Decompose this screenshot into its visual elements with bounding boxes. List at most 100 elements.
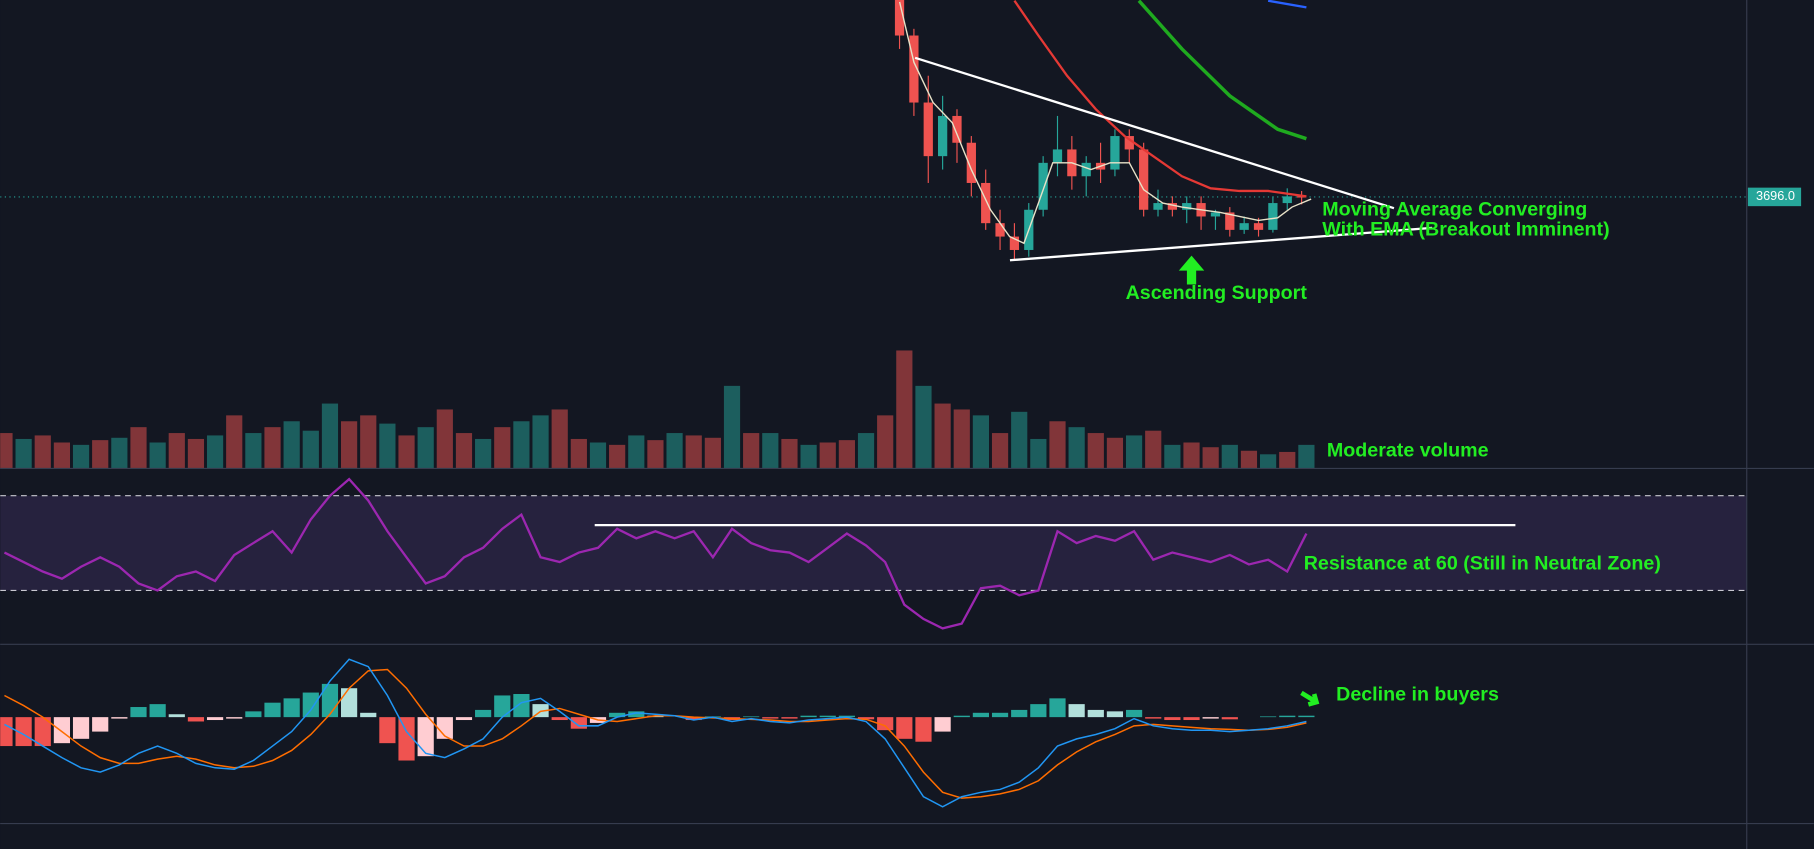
candle-body — [1282, 196, 1292, 204]
candle-body — [1239, 223, 1249, 230]
annotation: Ascending Support — [1126, 282, 1308, 304]
volume-bar — [245, 433, 262, 469]
histogram-bar — [781, 717, 798, 719]
volume-bar — [666, 433, 683, 469]
last-price-tag — [1747, 187, 1802, 207]
annotation: Moderate volume — [1327, 439, 1489, 461]
histogram-bar — [283, 698, 300, 718]
volume-bar — [953, 409, 970, 469]
arrow — [1300, 690, 1320, 707]
volume-bar — [819, 442, 836, 469]
histogram-bar — [1125, 709, 1143, 718]
histogram-bar — [226, 717, 243, 719]
volume-bar — [570, 438, 587, 469]
candle-body — [1153, 203, 1163, 210]
volume-bar — [494, 427, 511, 469]
histogram-bar — [953, 715, 970, 718]
volume-bar — [628, 435, 645, 469]
histogram-bar — [1145, 717, 1162, 719]
histogram-bar — [513, 694, 530, 718]
volume-bar — [991, 433, 1009, 469]
volume-bar — [455, 433, 473, 469]
histogram-bar — [245, 711, 262, 718]
histogram-bar — [1260, 716, 1277, 718]
histogram-bar — [264, 702, 281, 718]
volume-bar — [723, 385, 741, 469]
candle-body — [1167, 203, 1177, 210]
histogram-bar — [1279, 715, 1296, 718]
signal-line — [4, 668, 1307, 799]
volume-bar — [1106, 437, 1124, 469]
candle-body — [1124, 136, 1134, 150]
histogram-bar — [1298, 715, 1315, 718]
volume-bar — [781, 438, 798, 469]
volume-bar — [934, 403, 951, 469]
volume-bar — [436, 409, 453, 469]
candle-body — [1110, 136, 1120, 170]
trendline — [914, 56, 1395, 210]
candle-body — [1296, 196, 1307, 198]
volume-bar — [1145, 430, 1162, 469]
volume-bar — [1279, 451, 1296, 469]
histogram-bar — [494, 695, 511, 718]
histogram-bar — [455, 717, 473, 721]
volume-bar — [341, 421, 358, 469]
histogram-bar — [53, 717, 71, 744]
histogram-bar — [1202, 717, 1219, 719]
candle-body — [1210, 212, 1221, 217]
histogram-bar — [475, 709, 492, 718]
candle-body — [1052, 149, 1063, 163]
histogram-bar — [819, 715, 836, 718]
volume-bar — [1298, 444, 1315, 469]
histogram-bar — [168, 714, 185, 718]
histogram-bar — [609, 712, 626, 718]
annotation: Resistance at 60 (Still in Neutral Zone) — [1304, 553, 1661, 575]
moving-average — [1137, 0, 1307, 141]
histogram-bar — [0, 717, 13, 747]
volume-bar — [1030, 438, 1047, 469]
volume-bar — [111, 437, 128, 469]
histogram-bar — [111, 717, 128, 719]
candle-body — [995, 223, 1005, 237]
volume-bar — [1087, 433, 1104, 469]
candle-body — [1225, 212, 1235, 230]
volume-bar — [360, 415, 377, 469]
volume-bar — [743, 433, 760, 469]
histogram-bar — [15, 717, 32, 747]
histogram-bar — [360, 712, 377, 718]
macd-line — [4, 658, 1307, 808]
histogram-bar — [187, 717, 205, 722]
moving-average — [1267, 0, 1307, 9]
moving-average — [1013, 0, 1307, 198]
annotation: Decline in buyers — [1336, 683, 1499, 705]
trendline — [1009, 226, 1433, 262]
histogram-bar — [341, 688, 358, 718]
rsi-band — [0, 495, 1747, 591]
histogram-bar — [685, 717, 702, 721]
volume-bar — [589, 442, 607, 469]
histogram-bar — [149, 704, 166, 718]
histogram-bar — [762, 717, 779, 719]
volume-bar — [398, 435, 415, 469]
histogram-bar — [92, 717, 109, 732]
histogram-bar — [1087, 709, 1104, 718]
candle-body — [1268, 203, 1278, 230]
candle-body — [894, 0, 905, 36]
moving-average — [898, 1, 1312, 245]
volume-bar — [1011, 411, 1028, 469]
volume-bar — [15, 438, 32, 469]
volume-bar — [187, 438, 205, 469]
annotation: With EMA (Breakout Imminent) — [1322, 218, 1609, 240]
histogram-bar — [130, 707, 147, 718]
histogram-bar — [302, 692, 319, 718]
volume-bar — [877, 415, 894, 469]
volume-bar — [1125, 435, 1143, 469]
volume-bar — [34, 435, 51, 469]
volume-bar — [532, 415, 549, 469]
rsi-line — [3, 477, 1308, 630]
histogram-bar — [857, 717, 875, 720]
candle-body — [923, 102, 933, 157]
candle-body — [966, 142, 976, 183]
histogram-bar — [570, 717, 587, 729]
